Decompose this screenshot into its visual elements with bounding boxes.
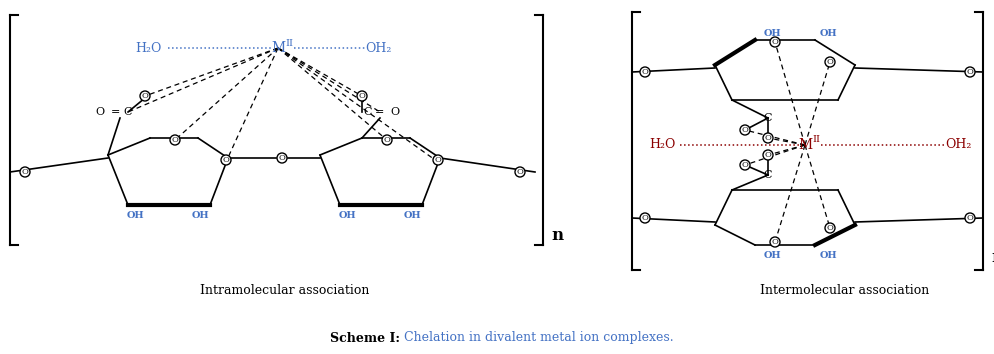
- Text: O: O: [826, 224, 833, 232]
- Text: OH: OH: [818, 29, 836, 38]
- Text: O: O: [278, 154, 285, 162]
- Text: C: C: [763, 113, 771, 123]
- Circle shape: [964, 67, 974, 77]
- Circle shape: [221, 155, 231, 165]
- Text: O: O: [763, 151, 770, 159]
- Text: O: O: [358, 92, 365, 100]
- Text: C: C: [763, 170, 771, 180]
- Text: M: M: [270, 41, 284, 55]
- Text: C: C: [123, 107, 132, 117]
- Text: H₂O: H₂O: [134, 41, 161, 55]
- Text: Intramolecular association: Intramolecular association: [200, 284, 369, 297]
- Text: O: O: [741, 161, 747, 169]
- Text: O: O: [171, 136, 178, 144]
- Circle shape: [357, 91, 367, 101]
- Text: O: O: [141, 92, 148, 100]
- Text: O: O: [390, 107, 400, 117]
- Circle shape: [769, 37, 779, 47]
- Text: OH: OH: [762, 29, 780, 38]
- Text: OH: OH: [403, 211, 420, 219]
- Text: O: O: [383, 136, 390, 144]
- Text: OH₂: OH₂: [944, 138, 970, 152]
- Text: OH: OH: [818, 251, 836, 259]
- Text: H₂O: H₂O: [648, 138, 675, 152]
- Circle shape: [276, 153, 286, 163]
- Text: O: O: [22, 168, 29, 176]
- Circle shape: [170, 135, 180, 145]
- Text: M: M: [797, 138, 811, 152]
- Circle shape: [639, 213, 649, 223]
- Text: Scheme I:: Scheme I:: [330, 331, 400, 344]
- Text: Chelation in divalent metal ion complexes.: Chelation in divalent metal ion complexe…: [400, 331, 673, 344]
- Circle shape: [382, 135, 392, 145]
- Text: O: O: [763, 134, 770, 142]
- Text: O: O: [965, 214, 972, 222]
- Text: II: II: [284, 39, 292, 47]
- Text: O: O: [434, 156, 441, 164]
- Text: C: C: [364, 107, 372, 117]
- Circle shape: [824, 57, 834, 67]
- Text: O: O: [223, 156, 230, 164]
- Text: OH: OH: [126, 211, 144, 219]
- Circle shape: [432, 155, 442, 165]
- Text: O: O: [826, 58, 833, 66]
- Circle shape: [740, 160, 749, 170]
- Text: O: O: [641, 68, 648, 76]
- Text: O: O: [516, 168, 523, 176]
- Text: OH: OH: [338, 211, 356, 219]
- Circle shape: [769, 237, 779, 247]
- Text: OH: OH: [191, 211, 209, 219]
- Text: O: O: [741, 126, 747, 134]
- Text: =: =: [110, 107, 119, 117]
- Text: OH: OH: [762, 251, 780, 259]
- Text: n: n: [551, 227, 563, 244]
- Circle shape: [824, 223, 834, 233]
- Circle shape: [762, 150, 772, 160]
- Text: O: O: [965, 68, 972, 76]
- Text: =: =: [375, 107, 385, 117]
- Text: O: O: [641, 214, 648, 222]
- Circle shape: [20, 167, 30, 177]
- Text: O: O: [770, 238, 777, 246]
- Text: O: O: [770, 38, 777, 46]
- Text: OH₂: OH₂: [365, 41, 391, 55]
- Circle shape: [740, 125, 749, 135]
- Text: II: II: [811, 136, 819, 144]
- Circle shape: [515, 167, 525, 177]
- Circle shape: [762, 133, 772, 143]
- Circle shape: [639, 67, 649, 77]
- Text: O: O: [95, 107, 104, 117]
- Circle shape: [140, 91, 150, 101]
- Circle shape: [964, 213, 974, 223]
- Text: n: n: [990, 250, 994, 267]
- Text: Intermolecular association: Intermolecular association: [759, 284, 928, 297]
